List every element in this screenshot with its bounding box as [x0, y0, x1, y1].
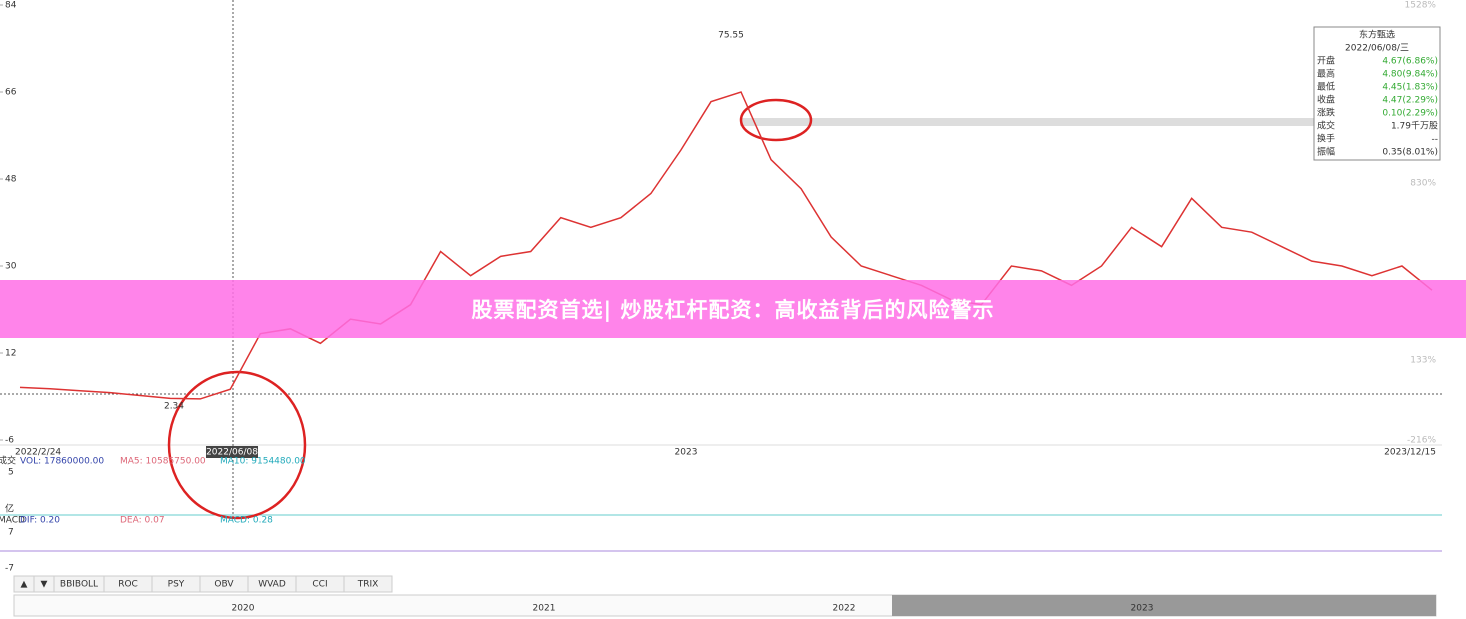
- tab-label: ROC: [118, 580, 138, 590]
- hand-circle: [167, 370, 307, 520]
- macd-tick: -7: [5, 564, 14, 574]
- y-tick-label: 84: [5, 1, 17, 11]
- info-title: 东方甄选: [1359, 29, 1395, 41]
- tab-label: WVAD: [258, 580, 286, 590]
- panel-legend: MA5: 10585750.00: [120, 457, 206, 467]
- panel-legend: DIF: 0.20: [20, 516, 60, 526]
- price-band: [740, 118, 1440, 126]
- info-key: 收盘: [1317, 94, 1335, 106]
- info-key: 最高: [1317, 68, 1335, 80]
- info-value: 4.80(9.84%): [1382, 70, 1438, 80]
- tab-label: OBV: [214, 580, 234, 590]
- info-key: 最低: [1317, 81, 1335, 93]
- x-label: 2023/12/15: [1384, 448, 1436, 458]
- panel-legend: MACD: [0, 516, 25, 526]
- info-value: 1.79千万股: [1391, 121, 1438, 132]
- high-label: 75.55: [718, 31, 744, 41]
- navigator-label: 2020: [232, 604, 255, 614]
- info-value: 4.47(2.29%): [1382, 96, 1438, 106]
- low-label: 2.34: [164, 402, 184, 412]
- tab-label: ▲: [21, 580, 28, 590]
- navigator-window[interactable]: [892, 595, 1436, 616]
- y-tick-label: 66: [5, 88, 17, 98]
- macd-tick: 7: [8, 528, 14, 538]
- tab-label: ▼: [41, 580, 48, 590]
- y-tick-label: 48: [5, 175, 17, 185]
- x-label: 2022/2/24: [15, 448, 61, 458]
- x-label: 2023: [675, 448, 698, 458]
- info-key: 换手: [1317, 133, 1335, 145]
- pct-label: 133%: [1410, 356, 1436, 366]
- info-box: [1313, 26, 1441, 161]
- info-key: 振幅: [1317, 146, 1335, 158]
- price-line: [19, 91, 1433, 400]
- pct-label: 830%: [1410, 179, 1436, 189]
- info-value: 0.10(2.29%): [1382, 109, 1438, 119]
- navigator-label: 2023: [1131, 604, 1154, 614]
- tab-label: TRIX: [357, 580, 379, 590]
- navigator-label: 2022: [833, 604, 856, 614]
- info-value: 4.45(1.83%): [1382, 83, 1438, 93]
- info-value: 0.35(8.01%): [1382, 148, 1438, 158]
- tab-label: CCI: [312, 580, 327, 590]
- panel-legend: DEA: 0.07: [120, 516, 165, 526]
- pct-label: 1528%: [1405, 1, 1437, 11]
- info-key: 开盘: [1317, 55, 1335, 67]
- tab-label: PSY: [168, 580, 185, 590]
- info-key: 涨跌: [1317, 108, 1335, 119]
- y-tick-label: 30: [5, 262, 17, 272]
- navigator-label: 2021: [533, 604, 556, 614]
- info-value: --: [1432, 135, 1439, 145]
- pct-label: -216%: [1407, 436, 1436, 446]
- hand-circle: [739, 98, 813, 142]
- banner: 股票配资首选| 炒股杠杆配资：高收益背后的风险警示: [0, 280, 1466, 338]
- cursor-date-bg: [206, 446, 258, 458]
- tab[interactable]: [343, 575, 393, 593]
- y-tick-label: -6: [5, 436, 14, 446]
- info-value: 4.67(6.86%): [1382, 57, 1438, 67]
- panel-legend: 成交: [0, 455, 16, 467]
- panel-legend: MA10: 9154480.00: [220, 457, 306, 467]
- volume-tick: 亿: [5, 503, 14, 515]
- info-key: 成交: [1317, 120, 1335, 132]
- panel-legend: VOL: 17860000.00: [20, 457, 104, 467]
- info-date: 2022/06/08/三: [1345, 44, 1409, 54]
- panel-legend: MACD: 0.28: [220, 516, 273, 526]
- tab-label: BBIBOLL: [60, 580, 98, 590]
- volume-tick: 5: [8, 468, 14, 478]
- y-tick-label: 12: [5, 349, 16, 359]
- cursor-date: 2022/06/08: [206, 448, 258, 458]
